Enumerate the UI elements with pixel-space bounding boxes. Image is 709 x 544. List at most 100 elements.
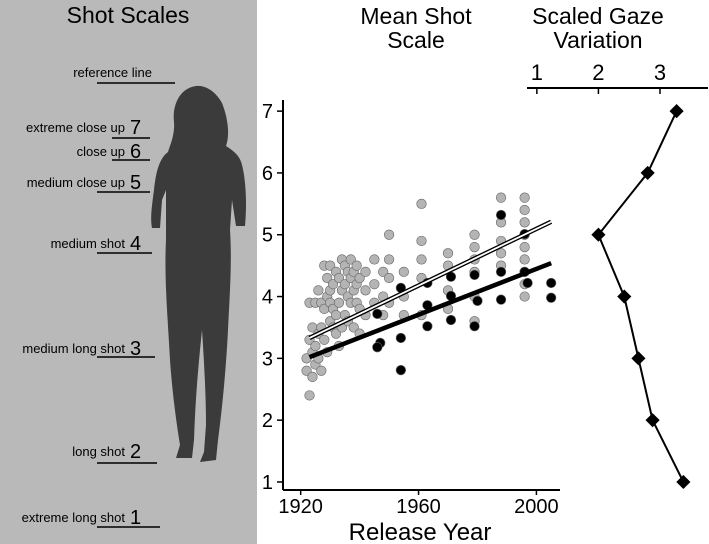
- scale-label: medium close up: [27, 175, 125, 190]
- scale-number: 2: [130, 441, 141, 463]
- point: [495, 248, 507, 259]
- chart-title: Scaled Gaze Variation: [532, 3, 664, 53]
- x-axis-label: Release Year: [349, 519, 492, 544]
- panel-title: Shot Scales: [66, 2, 190, 28]
- point: [339, 279, 350, 290]
- point: [333, 272, 345, 284]
- point: [469, 269, 480, 281]
- point: [310, 340, 321, 352]
- point: [495, 266, 507, 277]
- point: [472, 295, 483, 306]
- x-tick-label: 1: [531, 60, 543, 85]
- point: [330, 309, 342, 321]
- point: [345, 254, 356, 265]
- y-tick-label: 1: [262, 472, 273, 494]
- scale-number: 1: [130, 507, 141, 529]
- scale-label: medium shot: [51, 236, 126, 251]
- y-tick-label: 6: [262, 163, 273, 185]
- point: [304, 390, 315, 401]
- point: [313, 285, 324, 296]
- gaze-point: [617, 289, 632, 304]
- point: [360, 266, 371, 277]
- x-tick-label: 2: [592, 60, 604, 85]
- chart-title: Mean Shot Scale: [360, 3, 472, 53]
- point: [519, 241, 530, 253]
- point: [316, 365, 327, 376]
- point: [416, 235, 427, 247]
- y-tick-label: 2: [262, 410, 273, 432]
- point: [369, 279, 380, 290]
- point: [395, 364, 406, 376]
- point: [469, 241, 480, 253]
- point: [319, 334, 330, 345]
- point: [422, 321, 433, 332]
- silhouette: [151, 85, 246, 463]
- gaze-point: [669, 104, 684, 119]
- scale-number: 7: [130, 117, 141, 139]
- y-tick-label: 4: [262, 287, 273, 309]
- point: [383, 272, 395, 284]
- point: [333, 297, 345, 308]
- gaze-line: [597, 110, 685, 483]
- gaze-point: [645, 413, 660, 428]
- point: [330, 328, 342, 339]
- y-tick-label: 7: [262, 101, 273, 123]
- point: [378, 266, 389, 277]
- point: [445, 314, 457, 326]
- gaze-point: [591, 227, 606, 242]
- point: [519, 291, 530, 302]
- fit-line: [309, 262, 552, 358]
- point: [351, 260, 362, 271]
- x-tick-label: 1960: [396, 496, 441, 518]
- point: [519, 204, 530, 216]
- scale-number: 4: [130, 233, 141, 255]
- scale-label: long shot: [72, 444, 125, 459]
- point: [372, 308, 383, 319]
- scale-number: 6: [130, 141, 141, 163]
- point: [325, 260, 336, 271]
- point: [301, 365, 312, 376]
- point: [398, 266, 409, 277]
- point: [416, 198, 427, 209]
- point: [383, 254, 395, 265]
- point: [369, 254, 380, 265]
- scale-label: medium long shot: [22, 341, 125, 356]
- fit-line: [309, 220, 552, 339]
- point: [495, 209, 507, 221]
- point: [307, 371, 318, 382]
- scale-label: close up: [77, 144, 125, 159]
- point: [546, 277, 557, 289]
- point: [469, 321, 480, 332]
- point: [469, 229, 480, 240]
- point: [519, 254, 530, 265]
- point: [416, 254, 427, 265]
- scale-number: 5: [130, 172, 141, 194]
- point: [442, 248, 454, 259]
- x-tick-label: 1920: [278, 496, 323, 518]
- point: [495, 294, 507, 305]
- point: [495, 192, 507, 203]
- point: [360, 285, 371, 296]
- point: [519, 192, 530, 203]
- y-tick-label: 5: [262, 225, 273, 247]
- y-tick-label: 3: [262, 348, 273, 370]
- point: [327, 279, 339, 290]
- scale-number: 3: [130, 338, 141, 360]
- reference-label: reference line: [73, 65, 152, 80]
- point: [546, 292, 557, 303]
- point: [372, 342, 383, 353]
- point: [522, 277, 533, 289]
- x-tick-label: 3: [654, 60, 666, 85]
- point: [322, 272, 333, 284]
- point: [395, 332, 406, 344]
- gaze-point: [676, 474, 691, 490]
- gaze-point: [631, 351, 646, 366]
- point: [519, 217, 530, 228]
- gaze-point: [640, 165, 655, 181]
- point: [383, 229, 395, 240]
- scale-label: extreme close up: [26, 120, 125, 135]
- point: [348, 322, 359, 333]
- x-tick-label: 2000: [514, 496, 559, 518]
